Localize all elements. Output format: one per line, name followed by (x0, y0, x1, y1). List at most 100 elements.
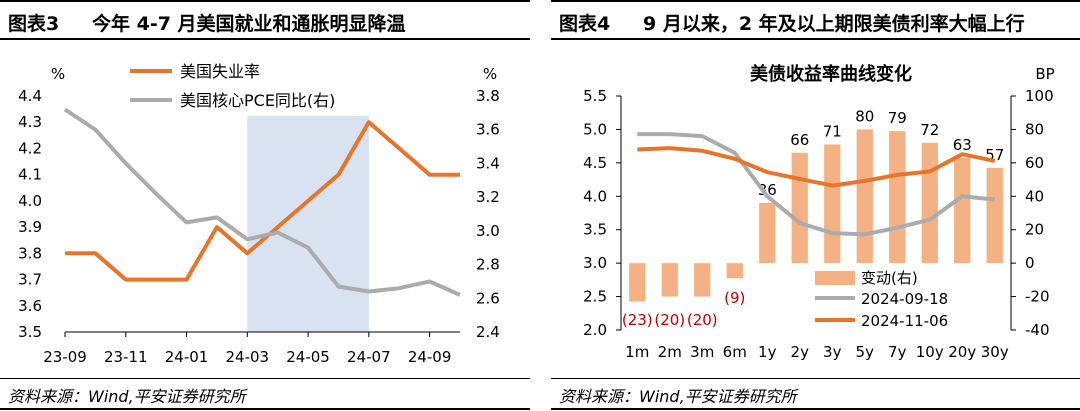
right-figure-panel: 图表4 9 月以来，2 年及以上期限美债利率大幅上行 美债收益率曲线变化 BP … (551, 0, 1080, 411)
legend-label: 变动(右) (861, 269, 918, 287)
y-left-tick-label: 4.2 (18, 139, 42, 157)
bar-data-label: 80 (855, 107, 874, 125)
y-right-tick-label: 20 (1025, 221, 1044, 239)
y-left-tick-label: 4.1 (18, 166, 42, 184)
change-bar (856, 129, 873, 264)
left-chart: % % 3.5 3.6 3.7 3.8 3.9 4.0 4.1 4.2 4.3 4.4 2.4 2.6… (18, 62, 500, 366)
shaded-period (247, 116, 369, 332)
change-bar (824, 144, 841, 264)
x-tick-label: 2y (791, 343, 810, 361)
bar-data-label: 63 (953, 136, 972, 154)
y-right-tick-label: 40 (1025, 187, 1044, 205)
y-right-tick-label: 80 (1025, 120, 1044, 138)
left-figure-label: 图表3 (8, 13, 60, 35)
x-tick-label: 24-03 (226, 348, 270, 366)
x-tick-label: 1y (758, 343, 777, 361)
chart-title: 美债收益率曲线变化 (750, 63, 912, 85)
legend-label: 美国核心PCE同比(右) (180, 91, 335, 110)
x-tick-label: 10y (916, 343, 944, 361)
y-left-tick-label: 5.5 (583, 87, 607, 105)
x-tick-label: 6m (723, 343, 747, 361)
right-figure-label: 图表4 (559, 13, 611, 35)
x-tick-label: 1m (625, 343, 649, 361)
y-left-tick-label: 3.9 (18, 218, 42, 236)
left-figure-title: 今年 4-7 月美国就业和通胀明显降温 (92, 13, 406, 35)
x-tick-label: 23-11 (104, 348, 148, 366)
y-left-tick-label: 3.0 (583, 254, 607, 272)
x-tick-label: 24-05 (286, 348, 330, 366)
bar-data-label: (20) (687, 311, 718, 329)
y-right-tick-label: 100 (1025, 87, 1054, 105)
y-right-tick-label: 0 (1025, 254, 1035, 272)
change-bar (791, 152, 808, 264)
y-right-tick-label: 3.8 (476, 87, 500, 105)
legend-label: 2024-09-18 (861, 290, 948, 308)
y-right-tick-label: 3.4 (476, 154, 500, 172)
x-tick-label: 2m (658, 343, 682, 361)
right-figure-footer: 资料来源：Wind,平安证券研究所 (551, 378, 1080, 410)
legend-swatch (815, 271, 855, 285)
y-right-tick-label: 3.6 (476, 121, 500, 139)
y-left-tick-label: 5.0 (583, 120, 607, 138)
y-left-tick-label: 4.3 (18, 113, 42, 131)
change-bar (986, 167, 1003, 264)
x-tick-label: 24-09 (408, 348, 452, 366)
left-figure-header: 图表3 今年 4-7 月美国就业和通胀明显降温 (0, 0, 530, 40)
y-left-tick-label: 3.5 (18, 323, 42, 341)
y-right-tick-label: 2.4 (476, 323, 500, 341)
y-right-tick-label: 2.6 (476, 289, 500, 307)
left-axis-unit: % (51, 65, 65, 83)
x-tick-label: 24-01 (165, 348, 209, 366)
unemployment-line (65, 120, 460, 282)
legend-label: 美国失业率 (180, 62, 260, 81)
y-right-tick-label: 3.2 (476, 188, 500, 206)
x-tick-label: 7y (888, 343, 907, 361)
y-left-tick-label: 4.4 (18, 87, 42, 105)
core-pce-line (63, 107, 461, 297)
left-figure-panel: 图表3 今年 4-7 月美国就业和通胀明显降温 % % 3.5 3.6 3.7 3.8… (0, 0, 530, 411)
left-figure-footer: 资料来源：Wind,平安证券研究所 (0, 378, 530, 410)
change-bar (954, 157, 971, 264)
y-left-tick-label: 3.8 (18, 244, 42, 262)
curve-2024-09-18-line (637, 132, 996, 237)
legend-label: 2024-11-06 (861, 312, 948, 330)
right-axis-unit: BP (1035, 65, 1054, 83)
right-chart: 美债收益率曲线变化 BP 2.0 2.5 3.0 3.5 4.0 4.5 5.0 5.5 -40… (583, 63, 1055, 361)
bar-data-label: 72 (920, 121, 939, 139)
y-right-tick-label: 2.8 (476, 256, 500, 274)
x-tick-label: 3m (690, 343, 714, 361)
x-tick-label: 3y (823, 343, 842, 361)
change-bar (726, 263, 743, 279)
change-bar (889, 131, 906, 264)
x-tick-label: 20y (948, 343, 976, 361)
bar-data-label: 36 (758, 181, 777, 199)
y-left-tick-label: 2.0 (583, 321, 607, 339)
bar-data-label: (23) (622, 311, 653, 329)
right-figure-title: 9 月以来，2 年及以上期限美债利率大幅上行 (643, 13, 1025, 35)
left-source-note: 资料来源：Wind,平安证券研究所 (8, 387, 246, 406)
y-right-tick-label: -40 (1025, 321, 1050, 339)
bar-data-label: 79 (888, 109, 907, 127)
bar-data-label: 71 (823, 122, 842, 140)
bar-data-label: 66 (790, 131, 809, 149)
change-bar (629, 263, 646, 302)
y-left-tick-label: 4.0 (583, 187, 607, 205)
change-bar (759, 202, 776, 264)
right-axis-unit: % (483, 65, 497, 83)
change-bar (694, 263, 711, 297)
y-right-tick-label: -20 (1025, 288, 1050, 306)
y-left-tick-label: 3.7 (18, 271, 42, 289)
x-tick-label: 30y (981, 343, 1009, 361)
x-tick-label: 5y (856, 343, 875, 361)
bar-data-label: (9) (724, 289, 745, 307)
change-bar (921, 142, 938, 264)
y-right-tick-label: 3.0 (476, 222, 500, 240)
y-left-tick-label: 2.5 (583, 288, 607, 306)
right-figure-header: 图表4 9 月以来，2 年及以上期限美债利率大幅上行 (551, 0, 1080, 40)
y-left-tick-label: 3.6 (18, 297, 42, 315)
right-source-note: 资料来源：Wind,平安证券研究所 (559, 387, 797, 406)
y-left-tick-label: 4.5 (583, 154, 607, 172)
y-left-tick-label: 4.0 (18, 192, 42, 210)
change-bar (661, 263, 678, 297)
x-tick-label: 23-09 (43, 348, 87, 366)
